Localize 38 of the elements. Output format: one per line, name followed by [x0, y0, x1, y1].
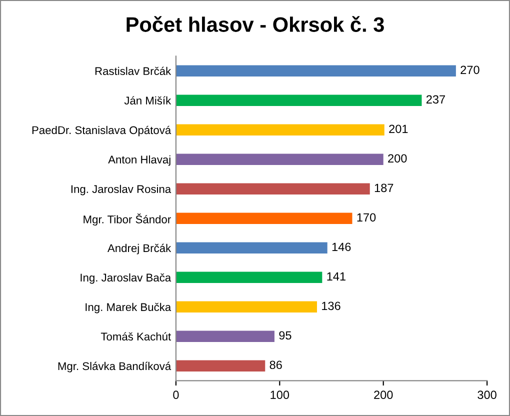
data-label: 136	[322, 302, 340, 310]
y-tick-label: Ing. Jaroslav Rosina	[71, 184, 172, 196]
data-label: 270	[460, 66, 480, 74]
bar	[176, 301, 317, 312]
data-label: 201	[389, 124, 408, 134]
data-label: 170	[357, 213, 376, 222]
data-label: 187	[374, 184, 394, 192]
chart-title: Počet hlasov - Okrsok č. 3	[126, 16, 384, 32]
bar	[176, 124, 384, 136]
y-tick-label: Tomáš Kachút	[100, 332, 172, 341]
y-tick-label: PaedDr. Stanislava Opátová	[32, 126, 172, 136]
bar	[176, 154, 384, 166]
bar	[176, 183, 370, 195]
y-tick-label: Ing. Jaroslav Bača	[80, 273, 172, 284]
y-tick-label: Andrej Brčák	[108, 244, 172, 254]
y-tick-label: Mgr. Tibor Šándor	[84, 214, 171, 226]
y-tick-label: Ján Mišík	[124, 96, 172, 105]
x-tick-label: 100	[270, 390, 290, 400]
bar	[176, 272, 322, 283]
data-label: 86	[270, 360, 282, 370]
data-label: 237	[426, 95, 445, 104]
data-label: 200	[388, 154, 407, 163]
x-tick-label: 0	[173, 390, 179, 400]
bar	[176, 360, 266, 372]
y-tick-label: Mgr. Slávka Bandíková	[58, 362, 172, 372]
y-tick-label: Rastislav Brčák	[95, 66, 172, 76]
bar	[176, 94, 422, 106]
x-tick-label: 200	[374, 390, 393, 400]
y-tick-label: Anton Hlavaj	[108, 155, 170, 166]
data-label: 146	[332, 242, 351, 252]
bar	[176, 212, 352, 224]
bar	[176, 242, 328, 254]
bar	[176, 330, 274, 342]
data-label: 95	[279, 331, 292, 340]
x-tick-label: 300	[478, 390, 496, 400]
bar	[176, 65, 456, 77]
y-tick-label: Ing. Marek Bučka	[86, 302, 172, 314]
data-label: 141	[327, 272, 346, 280]
